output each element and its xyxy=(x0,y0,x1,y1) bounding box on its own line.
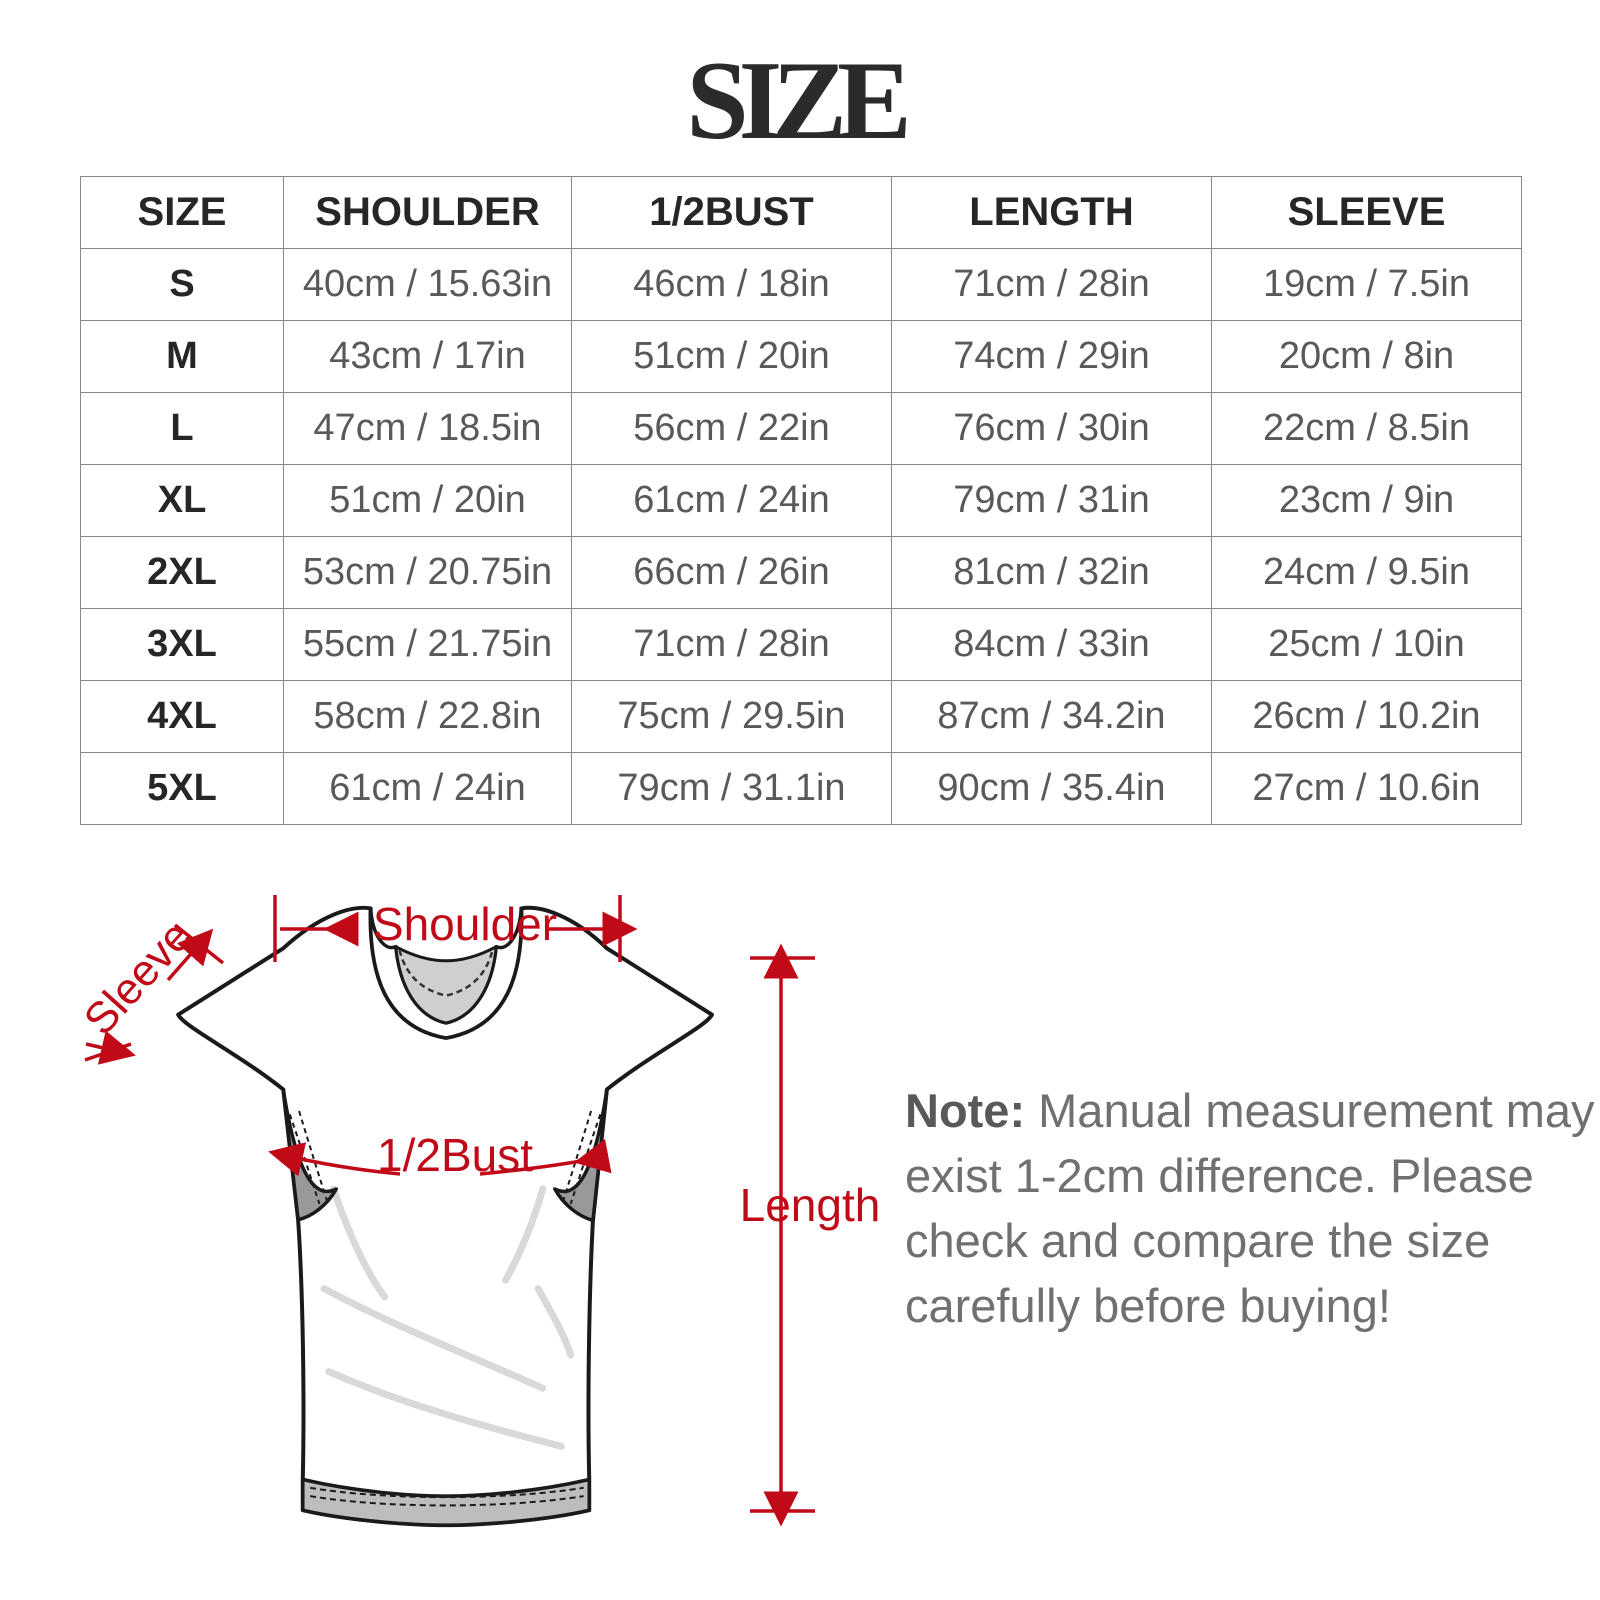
svg-text:Sleeve: Sleeve xyxy=(75,912,201,1045)
